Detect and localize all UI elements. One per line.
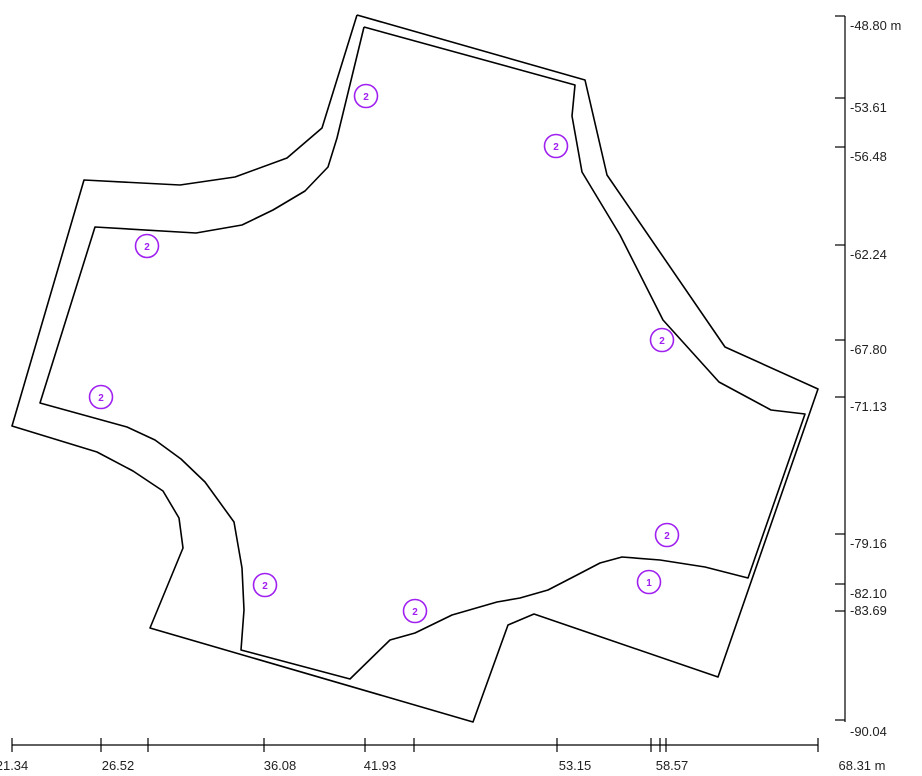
room-marker-label: 2	[363, 92, 369, 103]
y-tick-label: -82.10	[850, 586, 887, 601]
room-marker-5: 2	[88, 384, 114, 410]
inner-wall-outline	[39, 26, 806, 680]
x-tick-label: 21.34	[0, 758, 28, 773]
room-marker-9: 1	[636, 569, 662, 595]
x-tick-label: 68.31 m	[839, 758, 886, 773]
room-marker-7: 2	[252, 572, 278, 598]
x-tick-label: 53.15	[559, 758, 592, 773]
room-marker-label: 2	[412, 607, 418, 618]
room-marker-3: 2	[134, 233, 160, 259]
room-marker-1: 2	[353, 83, 379, 109]
x-axis: 21.34 26.52 36.08 41.93 53.15 58.57 68.3…	[0, 738, 885, 773]
room-marker-label: 2	[98, 393, 104, 404]
room-marker-label: 1	[646, 578, 652, 589]
y-tick-label: -67.80	[850, 342, 887, 357]
x-tick-label: 41.93	[364, 758, 397, 773]
outer-wall-outline	[11, 14, 819, 723]
y-tick-label: -48.80 m	[850, 18, 901, 33]
y-tick-label: -71.13	[850, 399, 887, 414]
y-tick-label: -62.24	[850, 247, 887, 262]
room-marker-label: 2	[144, 242, 150, 253]
room-marker-2: 2	[543, 133, 569, 159]
room-marker-label: 2	[262, 581, 268, 592]
y-tick-label: -53.61	[850, 100, 887, 115]
x-tick-label: 26.52	[102, 758, 135, 773]
room-marker-6: 2	[654, 522, 680, 548]
room-marker-label: 2	[553, 142, 559, 153]
y-tick-label: -83.69	[850, 603, 887, 618]
y-tick-label: -79.16	[850, 536, 887, 551]
y-axis: -48.80 m -53.61 -56.48 -62.24 -67.80 -71…	[835, 15, 901, 739]
y-tick-label: -56.48	[850, 149, 887, 164]
room-marker-4: 2	[649, 327, 675, 353]
room-marker-label: 2	[659, 336, 665, 347]
x-tick-label: 36.08	[264, 758, 297, 773]
x-tick-label: 58.57	[656, 758, 689, 773]
room-marker-8: 2	[402, 598, 428, 624]
room-marker-label: 2	[664, 531, 670, 542]
y-tick-label: -90.04	[850, 724, 887, 739]
